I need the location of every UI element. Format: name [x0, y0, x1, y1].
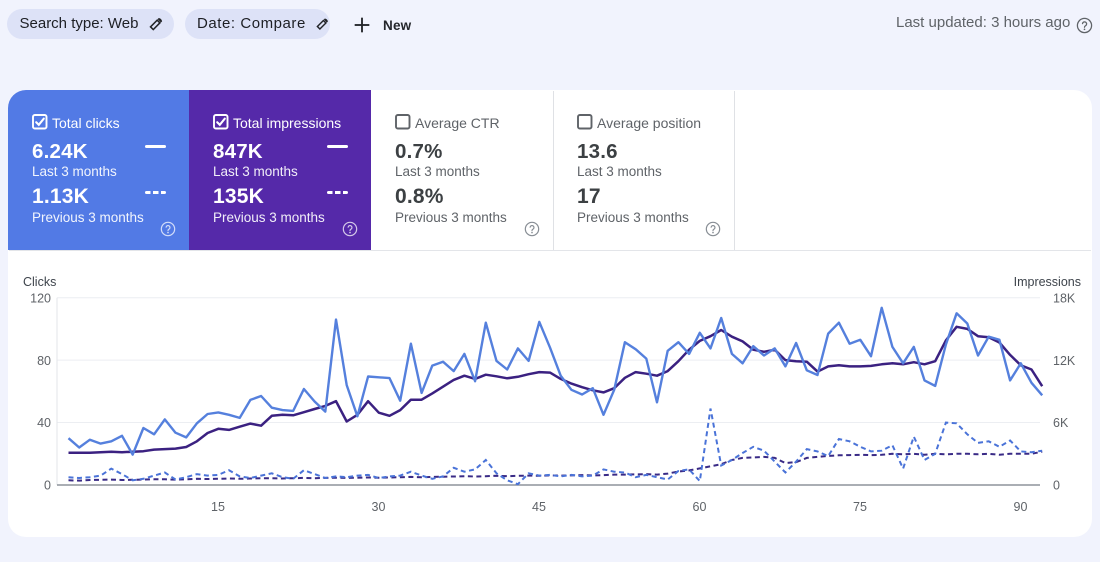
svg-text:120: 120 — [30, 292, 51, 306]
svg-text:12K: 12K — [1053, 354, 1076, 368]
svg-text:Impressions: Impressions — [1014, 275, 1081, 289]
svg-text:Clicks: Clicks — [23, 275, 56, 289]
svg-text:18K: 18K — [1053, 292, 1076, 306]
svg-text:0: 0 — [44, 479, 51, 493]
svg-text:0: 0 — [1053, 479, 1060, 493]
svg-text:6K: 6K — [1053, 416, 1069, 430]
svg-text:45: 45 — [532, 500, 546, 514]
svg-text:80: 80 — [37, 354, 51, 368]
svg-text:15: 15 — [211, 500, 225, 514]
svg-text:75: 75 — [853, 500, 867, 514]
svg-text:40: 40 — [37, 416, 51, 430]
svg-text:90: 90 — [1014, 500, 1028, 514]
svg-text:30: 30 — [372, 500, 386, 514]
svg-text:60: 60 — [693, 500, 707, 514]
